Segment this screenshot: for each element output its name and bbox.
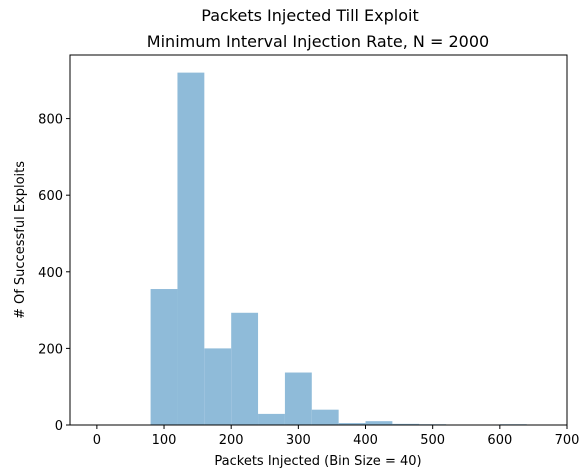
x-axis-label: Packets Injected (Bin Size = 40) — [214, 454, 421, 469]
histogram-bar — [150, 289, 178, 425]
y-tick-label: 400 — [38, 266, 63, 281]
x-tick-label: 700 — [555, 433, 580, 448]
y-ticks-group: 0 200 400 600 800 — [38, 113, 70, 434]
y-axis-label: # Of Successful Exploits — [13, 161, 28, 319]
chart-title: Packets Injected Till Exploit — [201, 6, 418, 25]
y-tick-label: 0 — [55, 419, 63, 434]
histogram-bar — [392, 423, 420, 425]
x-tick-label: 500 — [420, 433, 445, 448]
y-tick-label: 600 — [38, 189, 63, 204]
x-tick-label: 300 — [286, 433, 311, 448]
x-ticks-group: 0 100 200 300 400 500 600 700 — [93, 425, 580, 448]
bars-group — [150, 72, 527, 425]
chart-subtitle: Minimum Interval Injection Rate, N = 200… — [147, 32, 489, 51]
y-tick-label: 800 — [38, 113, 63, 128]
x-tick-label: 100 — [152, 433, 177, 448]
histogram-bar — [258, 413, 285, 425]
plot-frame — [69, 54, 568, 426]
histogram-bar — [284, 372, 312, 425]
x-tick-label: 600 — [487, 433, 512, 448]
y-tick-label: 200 — [38, 342, 63, 357]
x-tick-label: 200 — [219, 433, 244, 448]
histogram-bar — [365, 421, 393, 425]
x-tick-label: 400 — [353, 433, 378, 448]
histogram-bar — [204, 348, 232, 425]
histogram-bar — [177, 72, 205, 425]
x-tick-label: 0 — [93, 433, 101, 448]
histogram-bar — [338, 423, 366, 425]
histogram-bar — [311, 409, 339, 425]
histogram-bar — [231, 312, 259, 425]
